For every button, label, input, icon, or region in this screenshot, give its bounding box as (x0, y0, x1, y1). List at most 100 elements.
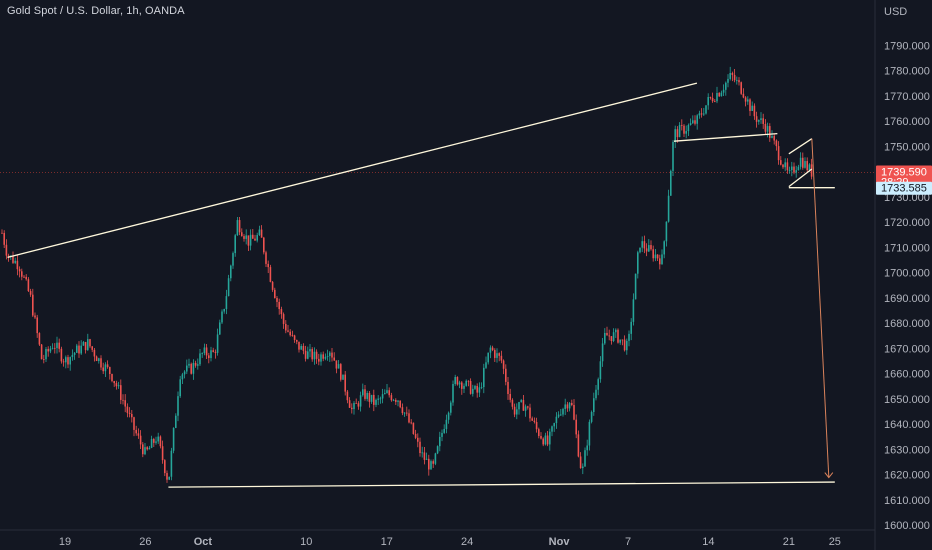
candle-body (579, 456, 582, 469)
candle-body (150, 439, 153, 448)
candle-body (348, 400, 351, 408)
candle-body (388, 390, 390, 396)
candle-body (524, 406, 527, 411)
candle-body (595, 389, 597, 399)
candle-body (542, 438, 544, 445)
candle-body (485, 362, 487, 368)
candle-body (36, 317, 38, 334)
candle-body (698, 113, 701, 116)
candle-body (252, 234, 254, 239)
candle-body (38, 333, 41, 345)
y-tick-label: 1620.000 (884, 470, 930, 482)
candle-body (615, 329, 617, 333)
candle-body (278, 301, 280, 310)
candle-body (100, 358, 102, 368)
level-price-tag (876, 181, 932, 195)
candle-body (507, 381, 509, 395)
candle-body (401, 407, 404, 414)
candle-body (551, 426, 553, 432)
candle-body (311, 349, 313, 360)
lower-trendline[interactable] (168, 481, 835, 488)
candle-body (652, 249, 654, 259)
flag-lower[interactable] (788, 168, 813, 188)
candle-body (685, 131, 687, 134)
candle-body (274, 289, 276, 298)
candle-body (623, 339, 626, 351)
candle-body (733, 74, 736, 81)
candle-body (168, 476, 170, 480)
candle-body (729, 72, 731, 79)
candle-body (612, 332, 615, 341)
candle-body (126, 406, 129, 413)
flag-upper[interactable] (788, 138, 813, 155)
candle-body (247, 235, 250, 246)
upper-trendline[interactable] (7, 82, 698, 258)
candle-body (480, 387, 483, 388)
candle-body (60, 348, 63, 362)
candle-body (201, 353, 203, 354)
candle-body (775, 140, 778, 147)
y-tick-label: 1700.000 (884, 268, 930, 280)
candle-body (597, 379, 599, 390)
candle-body (390, 395, 393, 401)
candle-body (370, 394, 373, 402)
candle-body (307, 351, 309, 359)
candle-body (326, 355, 329, 357)
candle-body (232, 253, 234, 266)
candle-body (689, 123, 692, 125)
candle-body (324, 356, 327, 359)
candle-body (788, 170, 791, 171)
y-tick-label: 1650.000 (884, 394, 930, 406)
candle-body (694, 120, 696, 124)
candle-body (749, 99, 751, 111)
candle-body (89, 339, 91, 347)
candle-body (128, 412, 131, 414)
candle-body (7, 255, 10, 257)
candle-body (289, 331, 291, 336)
candle-body (181, 374, 184, 380)
candle-body (95, 356, 98, 362)
candle-body (577, 434, 580, 457)
candle-body (179, 379, 181, 397)
candle-body (628, 333, 630, 341)
x-tick-label: 17 (381, 536, 393, 548)
candle-body (34, 315, 36, 318)
candle-body (531, 418, 533, 421)
candle-body (777, 146, 780, 161)
candle-body (357, 403, 360, 407)
last-price-value: 1739.590 (881, 167, 927, 179)
candle-body (771, 136, 773, 138)
candle-body (406, 412, 408, 414)
candle-body (80, 345, 82, 354)
candle-body (722, 89, 725, 93)
neckline[interactable] (673, 132, 778, 142)
candle-body (540, 435, 542, 439)
x-tick-label: Nov (549, 536, 571, 548)
candle-body (245, 235, 247, 239)
candle-body (157, 436, 159, 442)
candle-body (234, 235, 236, 254)
candle-body (522, 400, 525, 411)
candle-body (14, 260, 16, 263)
candle-body (21, 271, 23, 277)
candle-body (590, 411, 593, 422)
y-tick-label: 1750.000 (884, 141, 930, 153)
candle-body (782, 164, 784, 168)
candle-body (436, 446, 439, 454)
x-tick-label: 14 (702, 536, 714, 548)
candle-body (802, 157, 804, 168)
projection-arrow-line[interactable] (811, 138, 830, 478)
candle-body (419, 441, 421, 454)
candle-body (267, 263, 269, 268)
candle-body (329, 352, 331, 356)
candle-body (236, 220, 239, 236)
candle-body (700, 113, 703, 115)
candle-body (692, 120, 694, 124)
candle-body (67, 357, 69, 365)
candle-body (304, 350, 307, 359)
x-tick-label: 19 (59, 536, 71, 548)
candle-body (379, 398, 382, 400)
candle-body (795, 170, 797, 173)
